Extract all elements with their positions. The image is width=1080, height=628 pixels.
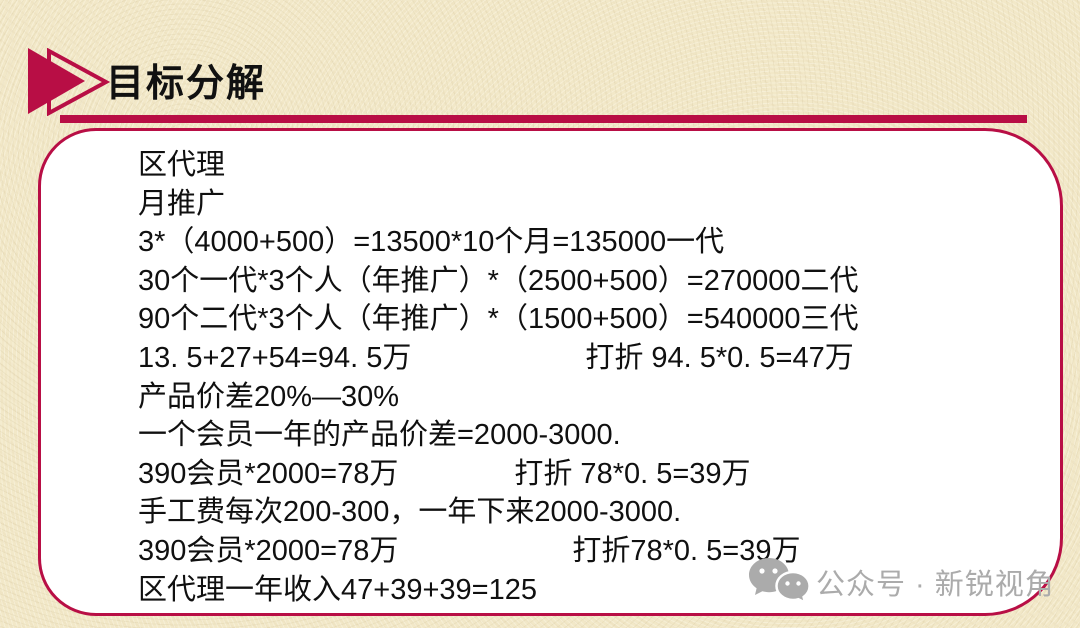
title-underline (60, 115, 1027, 123)
content-text: 区代理 月推广 3*（4000+500）=13500*10个月=135000一代… (138, 146, 1040, 609)
text-line: 390会员*2000=78万 打折78*0. 5=39万 (138, 534, 801, 567)
text-line: 13. 5+27+54=94. 5万 打折 94. 5*0. 5=47万 (138, 341, 854, 374)
content-box: 区代理 月推广 3*（4000+500）=13500*10个月=135000一代… (38, 128, 1063, 616)
text-line: 390会员*2000=78万 打折 78*0. 5=39万 (138, 457, 751, 490)
watermark: 公众号 · 新锐视角 (748, 556, 1055, 608)
watermark-text: 公众号 · 新锐视角 (816, 569, 1055, 601)
text-line: 3*（4000+500）=13500*10个月=135000一代 (138, 226, 725, 259)
text-line: 手工费每次200-300，一年下来2000-3000. (138, 496, 682, 529)
page-title: 目标分解 (106, 63, 267, 105)
text-line: 一个会员一年的产品价差=2000-3000. (138, 419, 621, 452)
text-line: 30个一代*3个人（年推广）*（2500+500）=270000二代 (138, 264, 859, 297)
text-line: 区代理 (138, 149, 226, 181)
text-line: 月推广 (138, 187, 226, 220)
wechat-icon (749, 558, 810, 605)
text-line: 区代理一年收入47+39+39=125 (138, 573, 537, 606)
text-line: 产品价差20%—30% (138, 380, 400, 413)
text-line: 90个二代*3个人（年推广）*（1500+500）=540000三代 (138, 303, 859, 336)
double-arrow-icon (28, 48, 111, 116)
